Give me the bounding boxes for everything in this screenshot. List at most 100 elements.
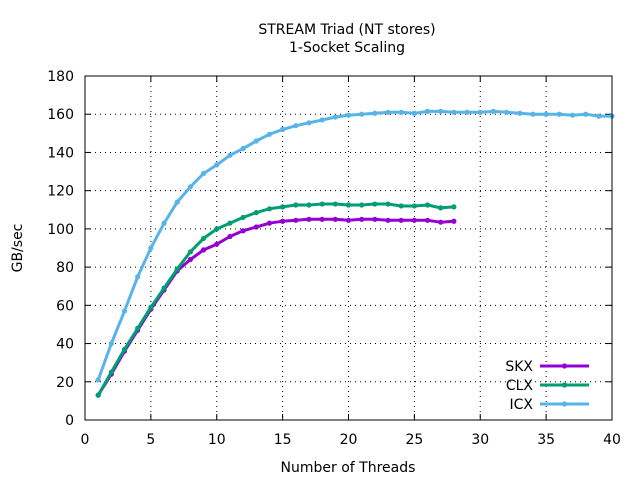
data-point-icx xyxy=(187,184,193,190)
y-axis-label: GB/sec xyxy=(10,224,26,273)
data-point-clx xyxy=(187,249,193,255)
data-point-icx xyxy=(293,123,299,129)
data-point-skx xyxy=(200,247,207,253)
data-point-icx xyxy=(477,109,483,115)
chart-title: STREAM Triad (NT stores) xyxy=(258,22,435,38)
series-line-icx xyxy=(96,109,612,381)
data-point-icx xyxy=(411,110,417,116)
plot-series xyxy=(95,108,615,398)
x-tick-label: 40 xyxy=(603,432,621,448)
legend-label-clx: CLX xyxy=(506,378,534,394)
data-point-icx xyxy=(385,109,391,115)
data-point-icx xyxy=(464,109,470,115)
data-point-icx xyxy=(253,138,259,144)
data-point-icx xyxy=(451,109,457,115)
data-point-icx xyxy=(543,111,549,117)
legend-label-skx: SKX xyxy=(505,359,533,375)
data-point-skx xyxy=(372,216,378,222)
data-point-icx xyxy=(332,114,338,120)
y-tick-label: 140 xyxy=(47,145,74,161)
data-point-clx xyxy=(121,346,128,352)
data-point-skx xyxy=(411,217,417,223)
data-point-icx xyxy=(227,152,233,158)
x-tick-label: 25 xyxy=(405,432,423,448)
data-point-clx xyxy=(95,392,101,398)
data-point-skx xyxy=(424,217,431,223)
data-point-clx xyxy=(161,285,167,291)
data-point-skx xyxy=(293,217,299,223)
x-tick-label: 35 xyxy=(537,432,555,448)
x-tick-label: 20 xyxy=(340,432,358,448)
data-point-clx xyxy=(227,220,233,226)
data-point-skx xyxy=(451,218,457,224)
data-point-icx xyxy=(530,111,536,117)
data-point-icx xyxy=(438,108,444,114)
data-point-icx xyxy=(583,111,589,117)
data-point-clx xyxy=(293,202,299,208)
data-point-icx xyxy=(266,131,273,137)
data-point-clx xyxy=(108,369,114,375)
data-point-clx xyxy=(280,204,286,210)
data-point-icx xyxy=(596,113,602,119)
data-point-icx xyxy=(280,126,286,133)
data-point-icx xyxy=(490,108,497,114)
x-tick-label: 0 xyxy=(81,432,90,448)
data-point-clx xyxy=(266,206,273,212)
data-point-skx xyxy=(359,216,365,222)
x-tick-label: 30 xyxy=(471,432,489,448)
x-tick-label: 10 xyxy=(208,432,226,448)
data-point-skx xyxy=(280,218,286,224)
data-point-skx xyxy=(398,217,404,223)
data-point-skx xyxy=(227,233,233,240)
data-point-clx xyxy=(359,202,365,208)
data-point-icx xyxy=(200,170,207,177)
series-line-clx xyxy=(96,202,455,396)
axis-ticks: 0 5 10 15 20 25 30 35 40 0 20 40 60 80 100 120 140 160 180 xyxy=(47,69,621,448)
x-tick-label: 5 xyxy=(146,432,155,448)
y-tick-label: 120 xyxy=(47,184,74,200)
legend-marker-skx xyxy=(561,363,568,369)
data-point-icx xyxy=(345,112,352,118)
data-point-skx xyxy=(240,228,246,234)
data-point-icx xyxy=(214,162,220,168)
y-tick-label: 60 xyxy=(56,298,74,314)
y-tick-label: 20 xyxy=(56,375,74,391)
data-point-clx xyxy=(200,235,207,242)
data-point-skx xyxy=(319,216,325,222)
y-tick-label: 180 xyxy=(47,69,74,85)
legend: SKX CLX ICX xyxy=(505,359,589,413)
data-point-clx xyxy=(398,203,404,209)
data-point-icx xyxy=(148,245,154,251)
y-tick-label: 80 xyxy=(56,260,74,276)
data-point-icx xyxy=(135,274,141,280)
plot-frame xyxy=(84,75,613,421)
data-point-icx xyxy=(569,112,576,118)
data-point-icx xyxy=(424,108,431,114)
data-point-clx xyxy=(424,202,431,208)
x-axis-label: Number of Threads xyxy=(281,460,416,476)
y-tick-label: 0 xyxy=(65,413,74,429)
data-point-icx xyxy=(161,220,167,226)
data-point-skx xyxy=(266,220,273,226)
data-point-clx xyxy=(240,214,246,221)
y-tick-label: 100 xyxy=(47,222,74,238)
data-point-clx xyxy=(332,201,338,207)
data-point-clx xyxy=(214,226,220,232)
data-point-icx xyxy=(372,110,378,116)
data-point-clx xyxy=(174,266,180,272)
data-point-icx xyxy=(517,110,523,116)
data-point-skx xyxy=(438,219,444,225)
data-point-icx xyxy=(319,117,325,123)
data-point-clx xyxy=(253,210,259,216)
data-point-skx xyxy=(385,217,391,223)
data-point-clx xyxy=(148,304,154,310)
data-point-skx xyxy=(332,216,338,222)
data-point-clx xyxy=(451,204,457,210)
data-point-skx xyxy=(345,217,352,223)
data-point-icx xyxy=(174,199,180,205)
data-point-icx xyxy=(556,111,562,117)
data-point-clx xyxy=(135,325,141,331)
legend-label-icx: ICX xyxy=(510,397,534,413)
data-point-clx xyxy=(438,205,444,211)
